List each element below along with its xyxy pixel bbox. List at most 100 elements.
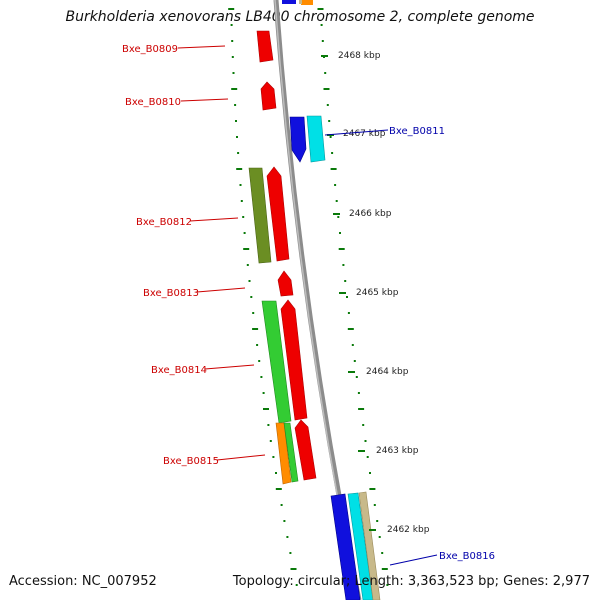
track-tick (323, 88, 330, 90)
track-tick (353, 360, 356, 362)
track-tick (232, 72, 235, 74)
track-tick (331, 152, 334, 154)
track-tick (346, 296, 348, 298)
track-tick (321, 40, 324, 42)
track-tick (237, 152, 240, 154)
track-tick (290, 568, 297, 570)
left-tick-track (228, 8, 298, 586)
track-tick (355, 376, 358, 378)
topology-text: Topology: circular; Length: 3,363,523 bp… (232, 574, 590, 589)
track-tick (320, 24, 323, 26)
accession-text: Accession: NC_007952 (9, 574, 157, 589)
gene-feature-b0811-cyan (306, 115, 326, 163)
gene-feature-top-orange (301, 0, 313, 5)
track-tick (334, 184, 337, 186)
track-tick (366, 456, 369, 458)
scale-label-2465: 2465 kbp (356, 288, 399, 298)
gene-feature-b0815-red (294, 419, 317, 481)
gene-feature-b0816-tan (358, 491, 381, 600)
track-tick (358, 408, 365, 410)
gene-label-b0814: Bxe_B0814 (151, 365, 207, 376)
track-tick (252, 328, 259, 330)
track-tick (357, 392, 360, 394)
track-tick (324, 72, 327, 74)
map-title: Burkholderia xenovorans LB400 chromosome… (65, 9, 535, 25)
scale-label-2464: 2464 kbp (366, 367, 409, 377)
track-tick (283, 520, 286, 522)
gene-label-b0816: Bxe_B0816 (439, 551, 495, 562)
track-tick (234, 104, 237, 106)
track-tick (269, 440, 272, 442)
gene-feature-b0814-red (280, 299, 308, 421)
track-tick (228, 8, 235, 10)
track-tick (338, 248, 345, 250)
scale-labels: 2468 kbp 2467 kbp 2466 kbp 2465 kbp 2464… (321, 51, 430, 535)
gene-label-b0815: Bxe_B0815 (163, 456, 219, 467)
scale-label-2462: 2462 kbp (387, 525, 430, 535)
track-tick (317, 8, 324, 10)
scale-label-2468: 2468 kbp (338, 51, 381, 61)
gene-label-b0811: Bxe_B0811 (389, 126, 445, 137)
gene-feature-b0809 (256, 30, 274, 63)
track-tick (351, 344, 354, 346)
track-tick (252, 312, 255, 314)
track-tick (235, 120, 237, 122)
track-tick (378, 536, 381, 538)
track-tick (386, 584, 389, 586)
gene-feature-b0815-orange (275, 422, 292, 485)
gene-feature-b0816-blue (330, 493, 361, 600)
track-tick (347, 328, 354, 330)
track-tick (373, 504, 376, 506)
gene-features (248, 0, 381, 600)
track-tick (376, 520, 379, 522)
gene-feature-b0812-red (266, 166, 290, 262)
track-tick (262, 392, 265, 394)
gene-label-b0809: Bxe_B0809 (122, 44, 178, 55)
track-tick (275, 488, 282, 490)
track-tick (263, 408, 269, 410)
track-tick (243, 248, 250, 250)
track-tick (330, 168, 337, 170)
track-tick (272, 456, 275, 458)
track-tick (337, 216, 340, 218)
scale-label-2467: 2467 kbp (343, 129, 386, 139)
track-tick (243, 232, 246, 234)
track-tick (231, 40, 234, 42)
track-tick (240, 200, 243, 202)
track-tick (280, 504, 283, 506)
track-tick (236, 136, 238, 138)
track-tick (335, 200, 338, 202)
track-tick (362, 424, 365, 426)
track-tick (230, 24, 233, 26)
track-tick (248, 280, 251, 282)
gene-label-b0812: Bxe_B0812 (136, 217, 192, 228)
track-tick (267, 424, 270, 426)
gene-feature-b0811-blue (289, 116, 307, 163)
gene-feature-b0812-olive (248, 167, 272, 264)
track-tick (328, 120, 331, 122)
scale-label-2463: 2463 kbp (376, 446, 419, 456)
track-tick (326, 104, 329, 106)
track-tick (260, 376, 263, 378)
gene-feature-b0814-green (261, 300, 292, 424)
track-tick (329, 136, 332, 138)
track-tick (295, 584, 298, 586)
track-tick (381, 552, 384, 554)
track-tick (342, 264, 345, 266)
gene-feature-b0816-cyan (347, 492, 374, 600)
gene-labels: Bxe_B0809 Bxe_B0810 Bxe_B0811 Bxe_B0812 … (122, 44, 495, 562)
track-tick (289, 552, 292, 554)
gene-feature-b0813 (277, 270, 294, 297)
gene-label-b0813: Bxe_B0813 (143, 288, 199, 299)
track-tick (231, 56, 234, 58)
scale-label-2466: 2466 kbp (349, 209, 392, 219)
track-tick (250, 296, 253, 298)
track-tick (344, 280, 347, 282)
track-tick (258, 360, 261, 362)
track-tick (242, 216, 245, 218)
gene-feature-top-blue (282, 0, 296, 4)
gene-label-leaders (177, 45, 438, 566)
track-tick (369, 488, 376, 490)
track-tick (256, 344, 259, 346)
